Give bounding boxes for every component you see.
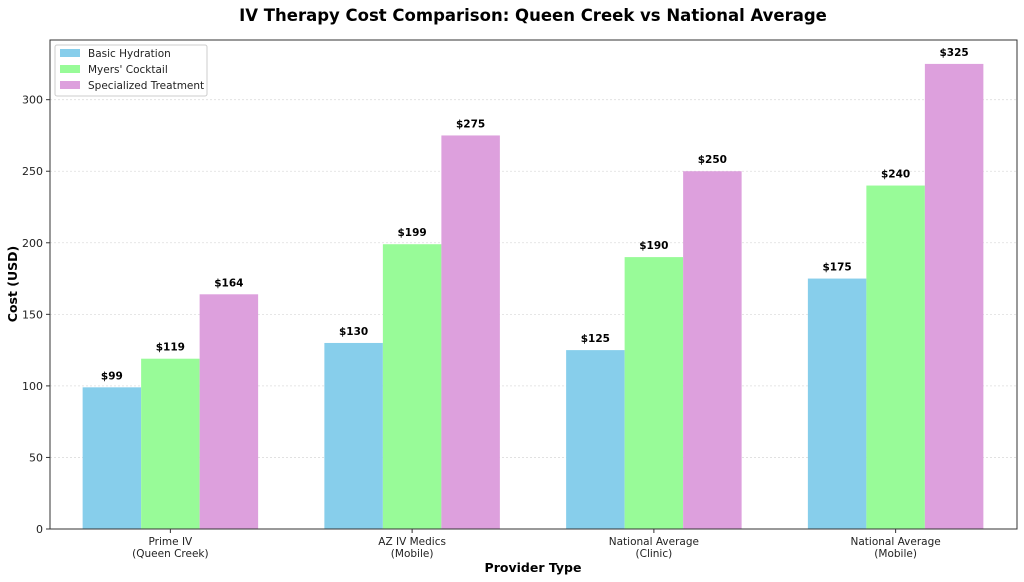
legend-swatch — [60, 81, 80, 89]
bar-value-label: $325 — [940, 47, 969, 59]
bar-value-label: $175 — [823, 262, 852, 274]
bars — [82, 63, 984, 530]
x-tick-label: Prime IV — [149, 536, 194, 548]
x-tick-label: AZ IV Medics — [378, 536, 446, 548]
y-tick-label: 150 — [22, 308, 43, 321]
value-labels: $99 $119 $164 $130 $199 $275 $125 $190 $250 $175 $… — [101, 47, 969, 382]
bar — [924, 63, 984, 529]
x-tick-label: National Average — [851, 536, 941, 548]
x-tick-label: (Mobile) — [874, 548, 917, 560]
legend-entry: Myers' Cocktail — [88, 64, 168, 76]
bar-value-label: $199 — [398, 227, 427, 239]
y-tick-label: 0 — [36, 523, 43, 536]
bar-value-label: $250 — [698, 154, 727, 166]
bar — [866, 185, 925, 529]
legend-swatch — [60, 49, 80, 57]
bar — [683, 171, 742, 529]
legend-entry: Basic Hydration — [88, 48, 171, 60]
legend-box — [54, 44, 208, 97]
legend-swatch — [60, 65, 80, 73]
bar — [82, 387, 142, 529]
x-tick-label: National Average — [609, 536, 699, 548]
y-axis-label: Cost (USD) — [5, 246, 20, 322]
x-axis-ticks: Prime IV(Queen Creek)AZ IV Medics(Mobile… — [132, 529, 941, 560]
x-tick-label: (Clinic) — [636, 548, 673, 560]
y-tick-label: 250 — [22, 165, 43, 178]
x-axis-label: Provider Type — [485, 560, 582, 575]
chart-title: IV Therapy Cost Comparison: Queen Creek … — [239, 6, 827, 25]
legend-entry: Specialized Treatment — [88, 80, 204, 92]
bar — [199, 294, 259, 529]
bar-value-label: $240 — [881, 169, 910, 181]
x-tick-label: (Queen Creek) — [132, 548, 208, 560]
bar-value-label: $130 — [339, 326, 368, 338]
x-tick-label: (Mobile) — [391, 548, 434, 560]
bar — [141, 358, 200, 529]
y-axis-ticks: 0 50 100 150 200 250 300 — [22, 94, 50, 536]
y-tick-label: 50 — [29, 451, 43, 464]
bar — [441, 135, 500, 529]
bar-value-label: $119 — [156, 342, 185, 354]
bar — [624, 257, 684, 529]
y-tick-label: 300 — [22, 94, 43, 107]
bar — [324, 342, 383, 529]
legend: Basic Hydration Myers' Cocktail Specialize… — [54, 44, 208, 97]
bar-value-label: $275 — [456, 118, 485, 130]
bar-value-label: $164 — [214, 277, 243, 289]
bar — [382, 244, 442, 530]
bar-value-label: $125 — [581, 333, 610, 345]
bar — [807, 278, 867, 529]
y-tick-label: 200 — [22, 237, 43, 250]
bar-value-label: $190 — [639, 240, 668, 252]
y-tick-label: 100 — [22, 380, 43, 393]
plot-frame — [49, 39, 1018, 530]
bar-value-label: $99 — [101, 370, 123, 382]
bar — [566, 350, 625, 529]
